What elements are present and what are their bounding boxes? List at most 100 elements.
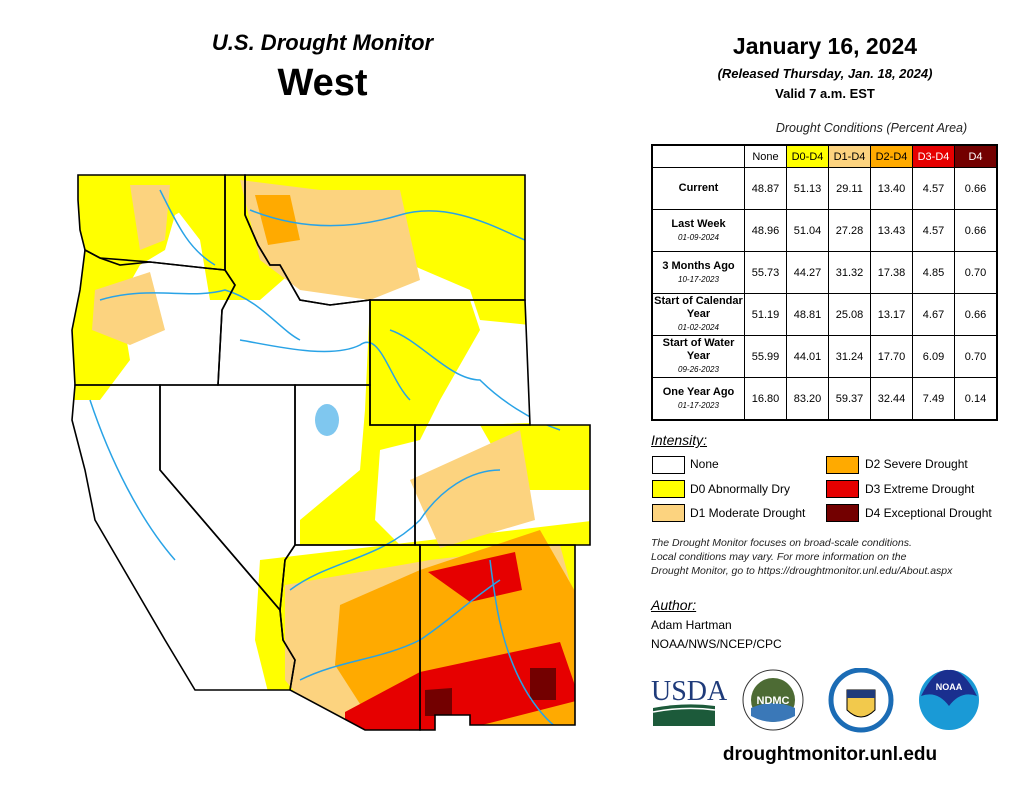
disclaimer-line: The Drought Monitor focuses on broad-sca… — [651, 537, 912, 549]
row-date: 01-17-2023 — [678, 400, 719, 410]
table-row: 3 Months Ago 10-17-2023 55.73 44.27 31.32 17.… — [651, 251, 998, 294]
row-label-text: Last Week — [671, 217, 726, 230]
release-date: (Released Thursday, Jan. 18, 2024) — [717, 66, 933, 81]
table-cell: 51.19 — [744, 293, 787, 336]
table-row: One Year Ago 01-17-2023 16.80 83.20 59.37 32.… — [651, 377, 998, 421]
legend-swatch-d3 — [826, 480, 859, 498]
table-row: Current 48.87 51.13 29.11 13.40 4.57 0.66 — [651, 167, 998, 210]
partner-logos: USDA NDMC NOAA — [651, 668, 979, 733]
legend-swatch-d1 — [652, 504, 685, 522]
legend-title: Intensity: — [651, 432, 708, 448]
legend-label-d2: D2 Severe Drought — [865, 457, 968, 471]
table-cell: 6.09 — [912, 335, 955, 378]
legend-swatch-d0 — [652, 480, 685, 498]
row-label-text: Current — [678, 182, 719, 194]
table-cell: 13.43 — [870, 209, 913, 252]
drought-map — [71, 174, 591, 731]
table-cell: 55.73 — [744, 251, 787, 294]
table-row: Last Week 01-09-2024 48.96 51.04 27.28 13.43 4… — [651, 209, 998, 252]
row-date: 09-26-2023 — [678, 365, 719, 374]
table-cell: 48.87 — [744, 167, 787, 210]
table-cell: 31.24 — [828, 335, 871, 378]
table-cell: 25.08 — [828, 293, 871, 336]
table-cell: 13.40 — [870, 167, 913, 210]
header-blank — [652, 145, 745, 168]
table-cell: 4.67 — [912, 293, 955, 336]
row-label-text: One Year Ago — [662, 385, 735, 398]
table-cell: 4.85 — [912, 251, 955, 294]
legend-swatch-d4 — [826, 504, 859, 522]
drought-conditions-table: None D0-D4 D1-D4 D2-D4 D3-D4 D4 Current 4… — [651, 144, 998, 421]
table-header-row: None D0-D4 D1-D4 D2-D4 D3-D4 D4 — [652, 144, 998, 168]
great-salt-lake — [315, 404, 339, 436]
table-cell: 29.11 — [828, 167, 871, 210]
row-label: Start of Water Year 09-26-2023 — [651, 335, 745, 378]
table-cell: 17.38 — [870, 251, 913, 294]
table-cell: 4.57 — [912, 167, 955, 210]
region-title: West — [277, 62, 368, 104]
row-label: Current — [651, 167, 745, 210]
legend-label-d4: D4 Exceptional Drought — [865, 506, 992, 520]
table-cell: 44.27 — [786, 251, 829, 294]
table-cell: 48.96 — [744, 209, 787, 252]
table-cell: 59.37 — [828, 377, 871, 421]
row-label: Last Week 01-09-2024 — [651, 209, 745, 252]
legend-swatch-d2 — [826, 456, 859, 474]
disclaimer: The Drought Monitor focuses on broad-sca… — [651, 536, 1021, 578]
legend-swatch-none — [652, 456, 685, 474]
table-cell: 51.04 — [786, 209, 829, 252]
table-cell: 16.80 — [744, 377, 787, 421]
table-cell: 4.57 — [912, 209, 955, 252]
svg-text:NDMC: NDMC — [757, 695, 790, 707]
author-heading: Author: — [651, 597, 697, 613]
row-label: Start of Calendar Year 01-02-2024 — [651, 293, 745, 336]
table-cell: 0.66 — [954, 167, 998, 210]
author-org: NOAA/NWS/NCEP/CPC — [651, 637, 782, 651]
table-cell: 44.01 — [786, 335, 829, 378]
col-d3-d4: D3-D4 — [912, 144, 955, 168]
table-row: Start of Water Year 09-26-2023 55.99 44.01 3… — [651, 335, 998, 378]
row-date: 01-02-2024 — [678, 323, 719, 332]
commerce-seal-logo — [828, 668, 894, 733]
legend-label-d1: D1 Moderate Drought — [690, 506, 806, 520]
col-d4: D4 — [954, 144, 998, 168]
svg-text:USDA: USDA — [651, 676, 728, 707]
legend-label-none: None — [690, 457, 719, 471]
table-cell: 0.66 — [954, 293, 998, 336]
website-url[interactable]: droughtmonitor.unl.edu — [722, 744, 938, 765]
table-cell: 83.20 — [786, 377, 829, 421]
col-none: None — [744, 144, 787, 168]
row-date: 01-09-2024 — [678, 232, 719, 242]
table-cell: 48.81 — [786, 293, 829, 336]
table-cell: 13.17 — [870, 293, 913, 336]
row-date: 10-17-2023 — [678, 274, 719, 284]
valid-time: Valid 7 a.m. EST — [775, 86, 875, 101]
noaa-logo: NOAA — [919, 669, 979, 730]
table-cell: 0.14 — [954, 377, 998, 421]
ndmc-logo: NDMC — [742, 669, 804, 731]
legend-label-d3: D3 Extreme Drought — [865, 482, 975, 496]
table-cell: 51.13 — [786, 167, 829, 210]
author-name: Adam Hartman — [651, 618, 732, 632]
col-d0-d4: D0-D4 — [786, 144, 829, 168]
row-label-text: Start of Water Year — [662, 337, 735, 362]
row-label-text: 3 Months Ago — [662, 259, 735, 272]
table-cell: 0.70 — [954, 251, 998, 294]
row-label: One Year Ago 01-17-2023 — [651, 377, 745, 421]
table-cell: 0.66 — [954, 209, 998, 252]
table-row: Start of Calendar Year 01-02-2024 51.19 48.… — [651, 293, 998, 336]
disclaimer-line[interactable]: Drought Monitor, go to https://droughtmo… — [651, 565, 953, 577]
table-title: Drought Conditions (Percent Area) — [775, 121, 968, 135]
table-cell: 55.99 — [744, 335, 787, 378]
row-label: 3 Months Ago 10-17-2023 — [651, 251, 745, 294]
disclaimer-line: Local conditions may vary. For more info… — [651, 551, 907, 563]
d3-areas — [345, 552, 580, 730]
col-d2-d4: D2-D4 — [870, 144, 913, 168]
table-cell: 27.28 — [828, 209, 871, 252]
table-cell: 7.49 — [912, 377, 955, 421]
table-cell: 0.70 — [954, 335, 998, 378]
map-title: U.S. Drought Monitor — [211, 30, 434, 55]
row-label-text: Start of Calendar Year — [654, 295, 743, 320]
table-cell: 32.44 — [870, 377, 913, 421]
map-date: January 16, 2024 — [732, 33, 918, 59]
